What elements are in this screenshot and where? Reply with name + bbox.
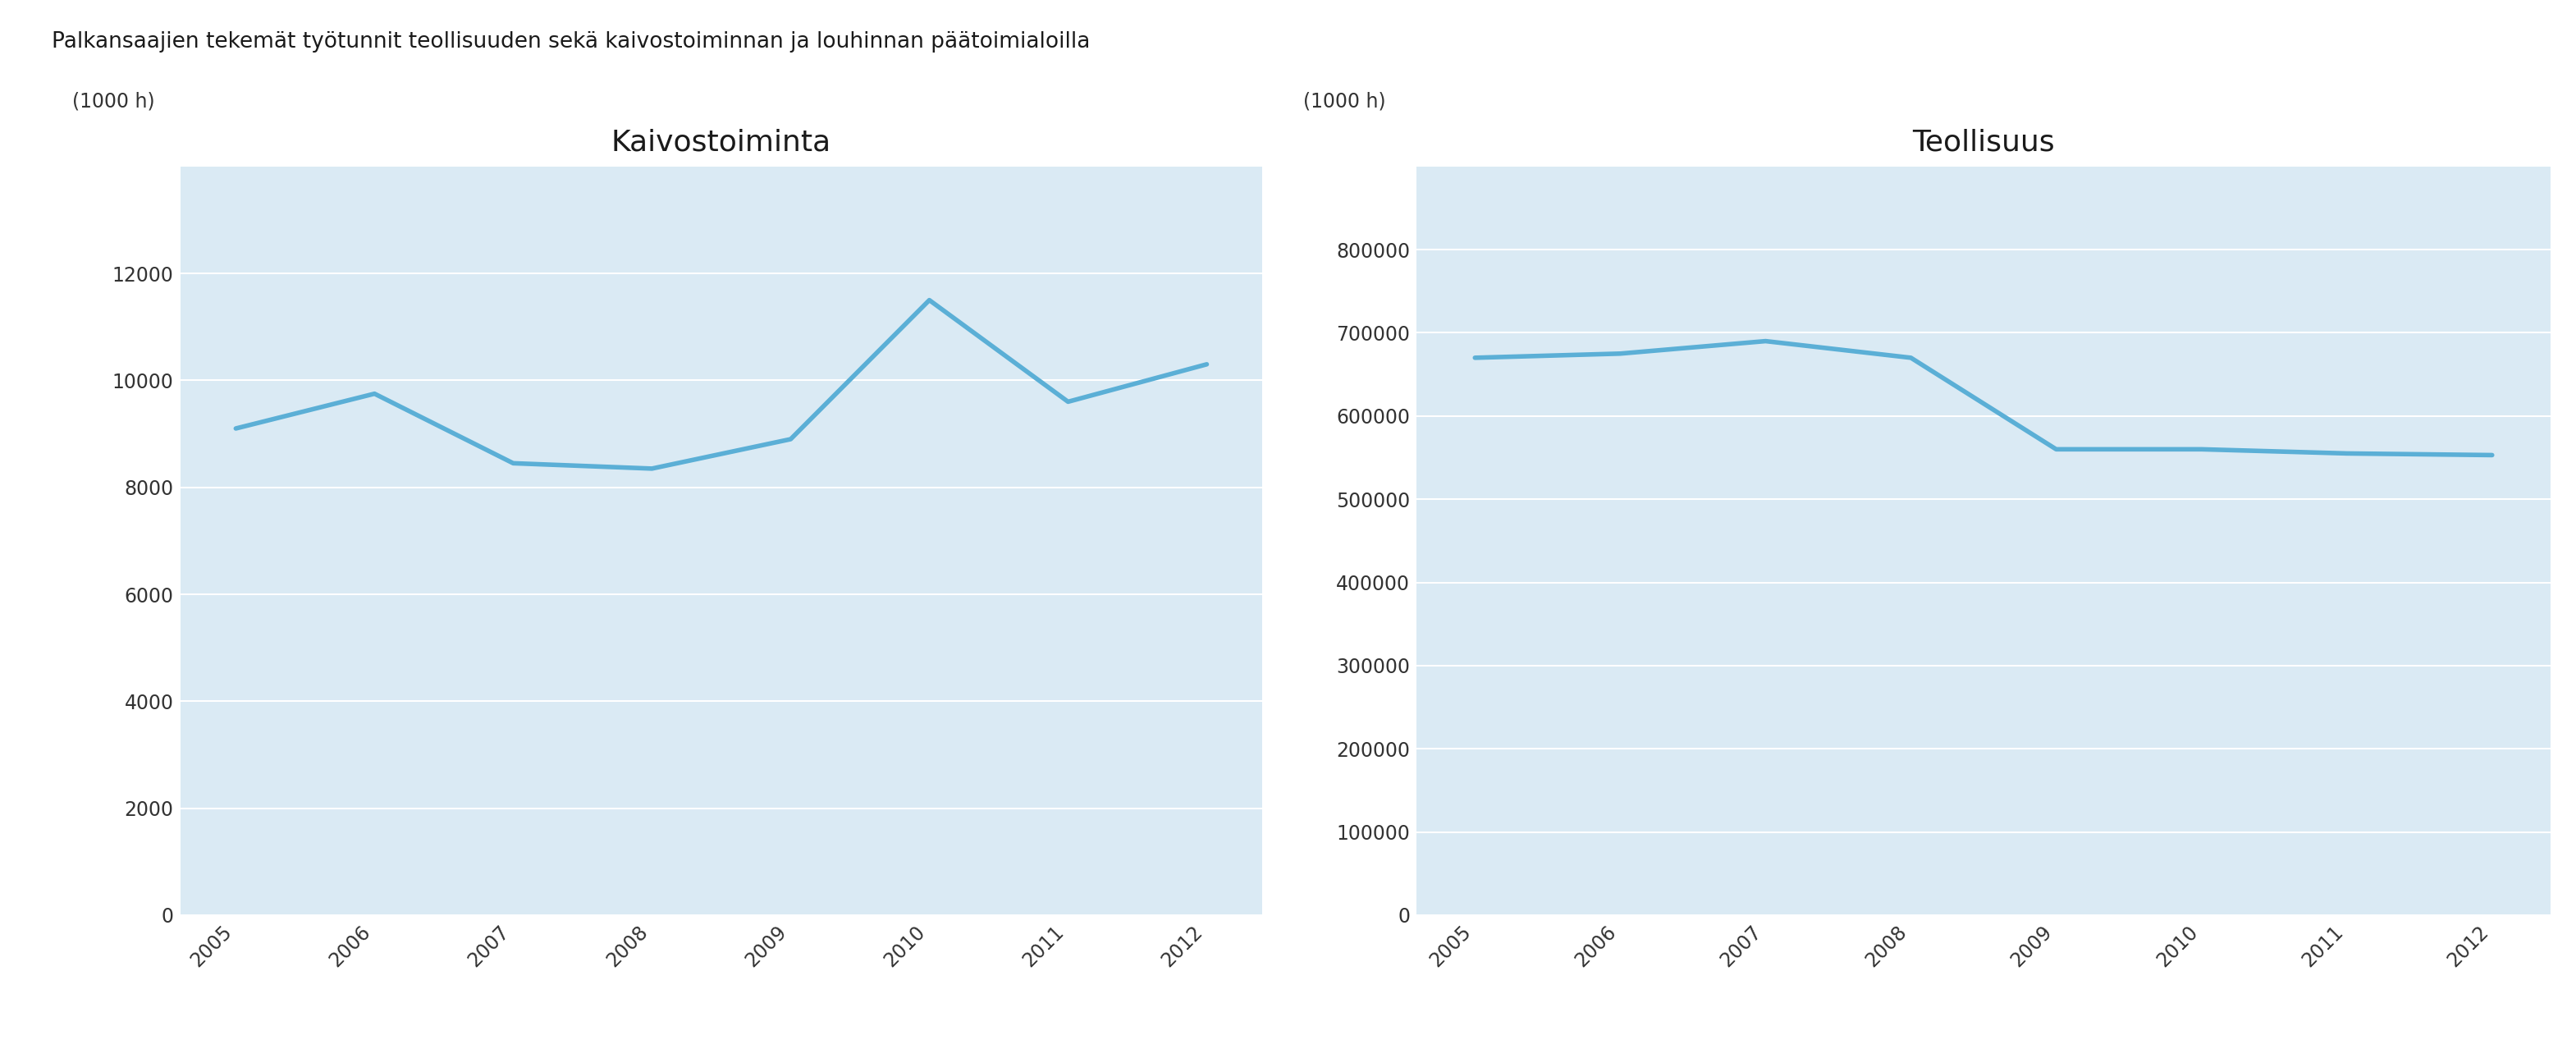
Text: (1000 h): (1000 h) <box>1303 92 1386 111</box>
Title: Kaivostoiminta: Kaivostoiminta <box>611 128 832 156</box>
Title: Teollisuus: Teollisuus <box>1911 128 2056 156</box>
Text: (1000 h): (1000 h) <box>72 92 155 111</box>
Text: Palkansaajien tekemät työtunnit teollisuuden sekä kaivostoiminnan ja louhinnan p: Palkansaajien tekemät työtunnit teollisu… <box>52 31 1090 53</box>
